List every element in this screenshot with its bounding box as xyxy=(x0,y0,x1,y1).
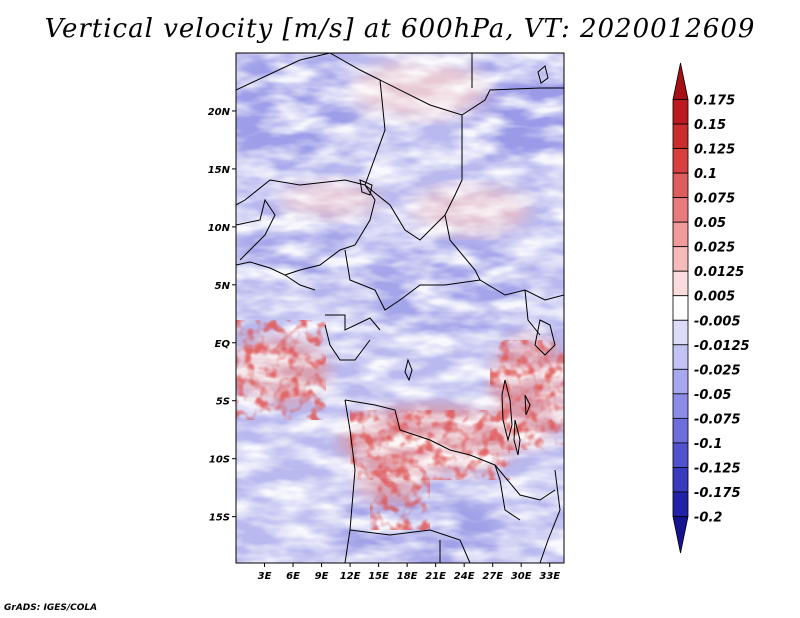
lon-tick-label: 9E xyxy=(315,571,329,582)
colorbar-level-label: 0.025 xyxy=(694,241,735,256)
colorbar-segment xyxy=(672,123,689,149)
colorbar-level-label: 0.1 xyxy=(694,167,717,182)
colorbar-level-label: 0.125 xyxy=(694,143,735,158)
lon-tick-label: 18E xyxy=(397,571,418,582)
colorbar-segment xyxy=(672,491,689,517)
colorbar-level-label: 0.005 xyxy=(694,290,735,305)
colorbar-level-label: -0.125 xyxy=(694,461,741,476)
colorbar-level-label: 0.05 xyxy=(694,216,726,231)
lakes-coastlines xyxy=(359,65,556,456)
colorbar-level-label: -0.05 xyxy=(694,388,731,403)
lon-tick-label: 15E xyxy=(368,571,389,582)
colorbar-segment xyxy=(672,197,689,223)
lat-tick-label: 15N xyxy=(208,165,231,176)
colorbar-segment xyxy=(672,467,689,493)
lon-tick-label: 24E xyxy=(454,571,475,582)
velocity-field xyxy=(236,53,564,563)
colorbar-segment xyxy=(672,442,689,468)
colorbar-level-label: -0.005 xyxy=(694,314,741,329)
colorbar-segment xyxy=(672,417,689,444)
grads-credit: GrADS: IGES/COLA xyxy=(4,603,98,613)
colorbar-level-label: 0.075 xyxy=(694,192,735,207)
lon-tick-label: 3E xyxy=(258,571,272,582)
lat-tick-label: 10N xyxy=(208,223,231,234)
longitude-axis: 3E 6E 9E 12E 15E 18E 21E 24E 27E 30E 33E xyxy=(258,563,560,582)
colorbar-segment xyxy=(672,172,689,199)
colorbar-segment xyxy=(672,221,689,248)
colorbar-segment xyxy=(672,148,689,174)
colorbar-segment xyxy=(672,246,689,272)
lon-tick-label: 27E xyxy=(482,571,503,582)
lon-tick-label: 30E xyxy=(511,571,532,582)
lat-tick-label: 10S xyxy=(209,455,230,466)
colorbar-level-label: -0.025 xyxy=(694,363,741,378)
colorbar-segment xyxy=(672,270,689,297)
lat-tick-label: 15S xyxy=(209,513,230,524)
lon-tick-label: 33E xyxy=(539,571,560,582)
colorbar-segment xyxy=(672,319,689,346)
lat-tick-label: 5S xyxy=(216,397,230,408)
lat-tick-label: 5N xyxy=(215,281,231,292)
lat-tick-label: EQ xyxy=(215,339,231,350)
country-borders xyxy=(236,53,564,563)
colorbar-top-triangle xyxy=(672,62,689,100)
lon-tick-label: 21E xyxy=(425,571,446,582)
colorbar-level-label: -0.175 xyxy=(694,486,741,501)
colorbar-level-label: 0.15 xyxy=(694,118,726,133)
colorbar-segment xyxy=(672,344,689,370)
colorbar-segment xyxy=(672,393,689,419)
chart-title: Vertical velocity [m/s] at 600hPa, VT: 2… xyxy=(44,14,756,44)
colorbar-level-label: 0.175 xyxy=(694,94,735,109)
colorbar-level-label: -0.0125 xyxy=(694,339,750,354)
colorbar-level-label: -0.1 xyxy=(694,437,722,452)
colorbar-level-label: -0.075 xyxy=(694,412,741,427)
colorbar-level-label: 0.0125 xyxy=(694,265,744,280)
lon-tick-label: 6E xyxy=(286,571,300,582)
lat-tick-label: 20N xyxy=(208,107,231,118)
lon-tick-label: 12E xyxy=(340,571,361,582)
colorbar-bottom-triangle xyxy=(672,516,689,554)
map-frame xyxy=(235,52,565,564)
colorbar-segment xyxy=(672,295,689,321)
latitude-axis: 20N 15N 10N 5N EQ 5S 10S 15S xyxy=(208,107,236,524)
colorbar-level-label: -0.2 xyxy=(694,510,722,525)
colorbar: 0.175 0.15 0.125 0.1 0.075 0.05 0.025 0.0125 0.0… xyxy=(672,62,750,554)
colorbar-segment xyxy=(672,99,689,125)
colorbar-segment xyxy=(672,368,689,395)
